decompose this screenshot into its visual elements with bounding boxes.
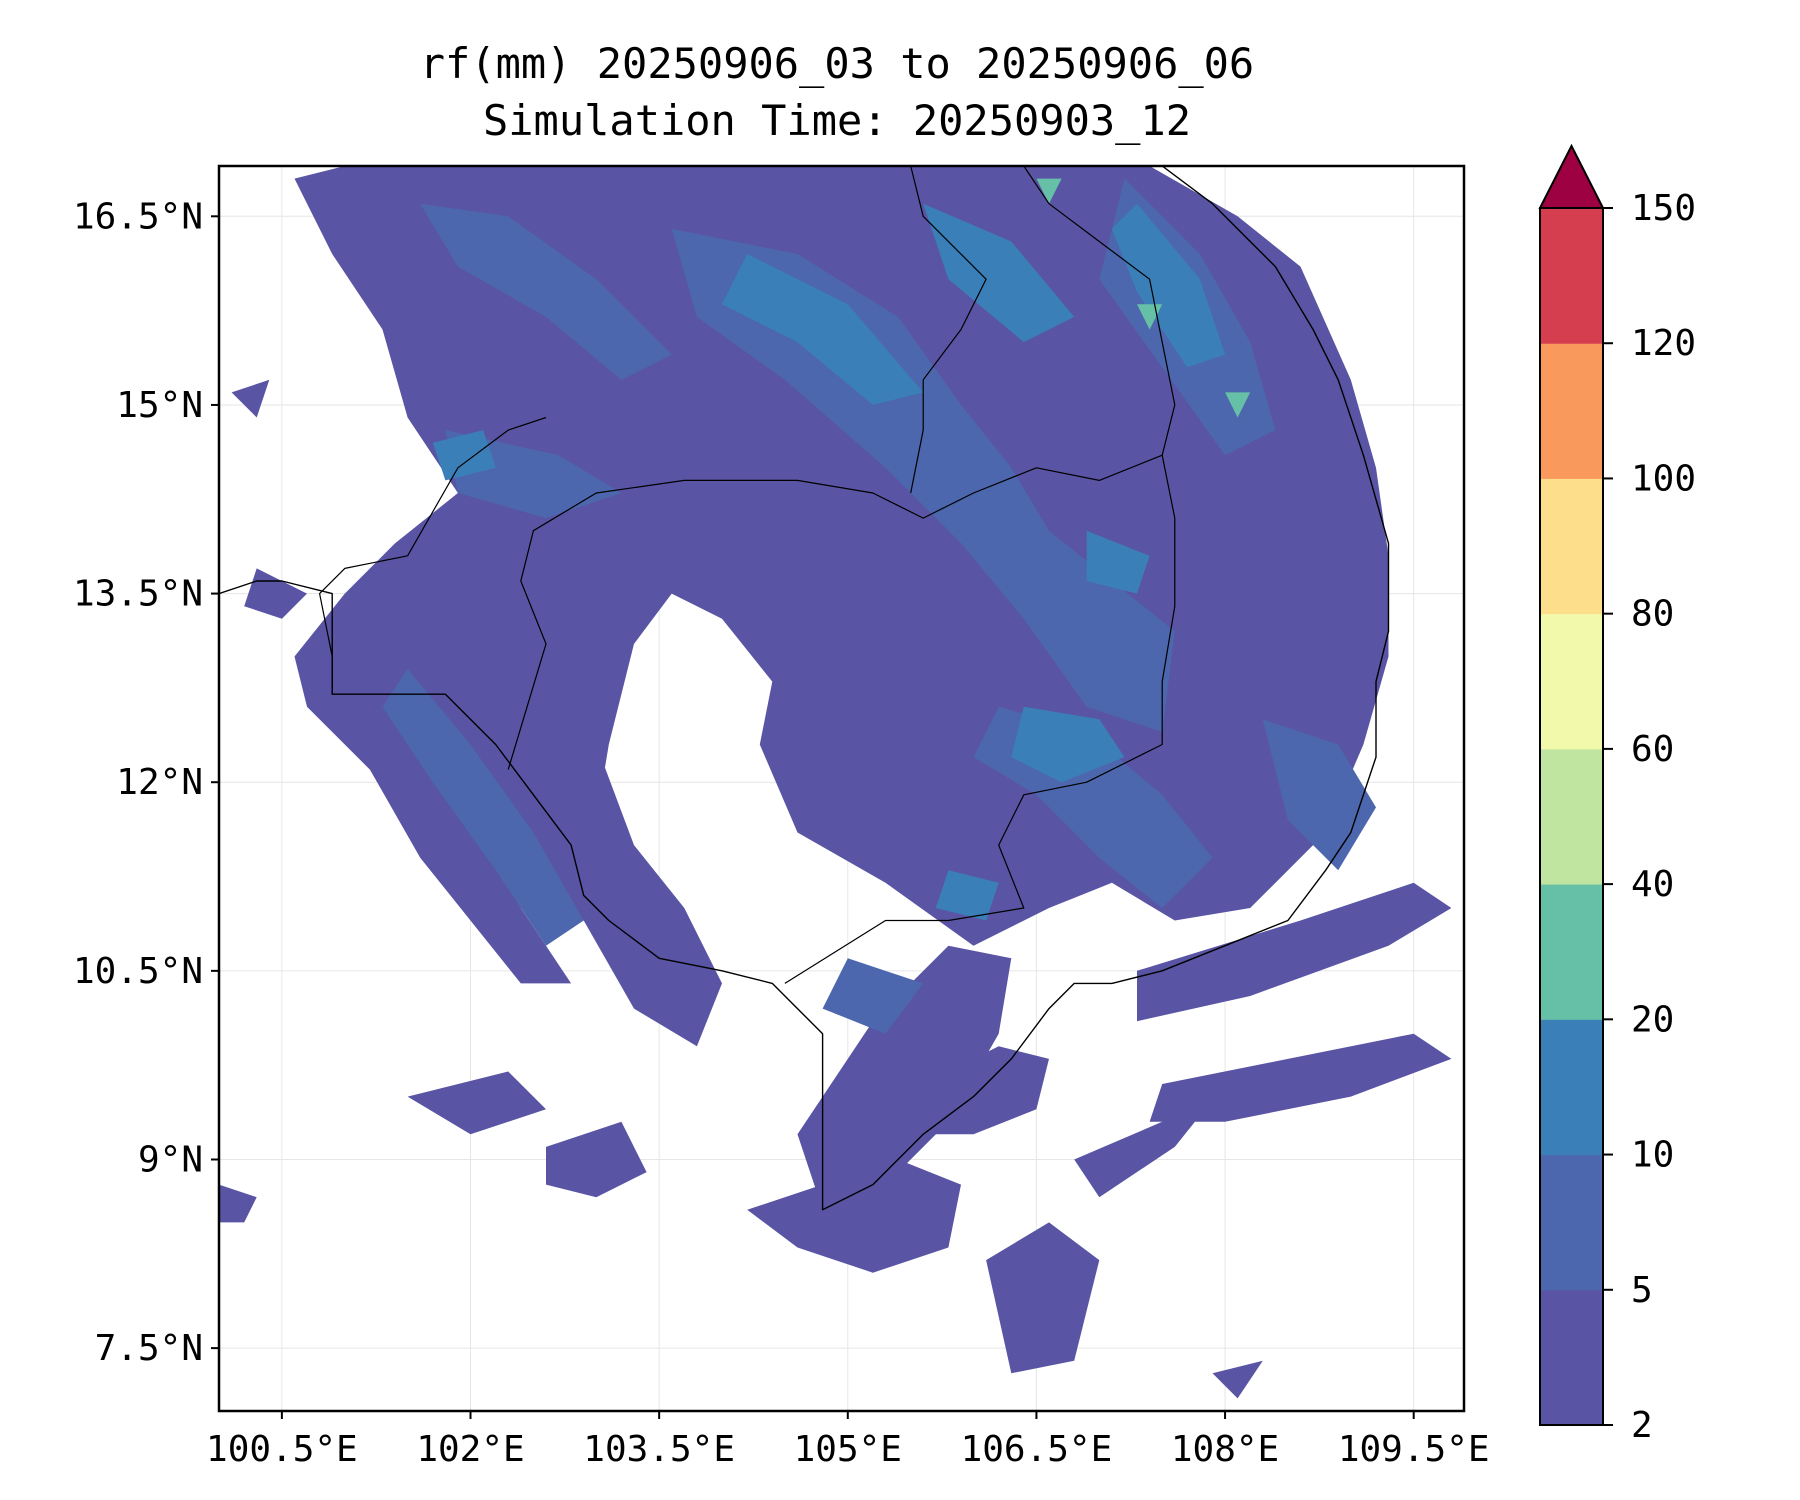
country-border bbox=[1023, 166, 1176, 456]
colorbar-frame bbox=[1539, 207, 1604, 1426]
lat-tick-label: 7.5°N bbox=[95, 1328, 203, 1369]
rainfall-contours bbox=[219, 166, 1452, 1399]
lat-tick-label: 16.5°N bbox=[73, 196, 203, 237]
rain-area-level-1 bbox=[546, 1121, 647, 1198]
colorbar-tick-label: 150 bbox=[1631, 188, 1696, 229]
colorbar-extend-arrow bbox=[1538, 143, 1605, 209]
lon-tick-label: 100.5°E bbox=[206, 1429, 358, 1470]
country-border bbox=[407, 416, 547, 557]
rain-area-level-2 bbox=[671, 228, 1175, 732]
map-frame bbox=[217, 164, 1466, 1413]
rain-area-level-2 bbox=[1262, 719, 1376, 871]
lon-tick-label: 105°E bbox=[794, 1429, 902, 1470]
lon-tick-label: 106.5°E bbox=[961, 1429, 1113, 1470]
country-border bbox=[319, 555, 408, 695]
colorbar-segment bbox=[1540, 748, 1603, 885]
colorbar-segment bbox=[1540, 478, 1603, 615]
colorbar-tick-label: 5 bbox=[1631, 1270, 1653, 1311]
rain-area-level-1 bbox=[231, 379, 270, 418]
rain-area-level-1 bbox=[747, 1159, 961, 1273]
longitude-ticks: 100.5°E 102°E 103.5°E 105°E 106.5°E 108°E 109.… bbox=[206, 1411, 1490, 1470]
colorbar-tick-label: 60 bbox=[1631, 729, 1674, 770]
rain-area-level-3 bbox=[1111, 203, 1226, 368]
colorbar-segment bbox=[1540, 1289, 1603, 1426]
rain-area-level-3 bbox=[722, 254, 924, 405]
colorbar-tick-label: 10 bbox=[1631, 1135, 1674, 1176]
colorbar: 2 5 10 20 40 60 80 100 120 150 bbox=[1538, 143, 1696, 1446]
country-border bbox=[507, 454, 1176, 984]
colorbar-segment bbox=[1540, 208, 1603, 344]
lat-tick-label: 15°N bbox=[116, 385, 203, 426]
colorbar-tick-label: 120 bbox=[1631, 323, 1696, 364]
lat-tick-label: 13.5°N bbox=[73, 574, 203, 615]
map-panel: 100.5°E 102°E 103.5°E 105°E 106.5°E 108°E 109.… bbox=[73, 164, 1490, 1470]
colorbar-segment bbox=[1540, 613, 1603, 750]
lat-tick-label: 10.5°N bbox=[73, 951, 203, 992]
rain-area-level-4 bbox=[1225, 392, 1251, 418]
lon-tick-label: 108°E bbox=[1171, 1429, 1279, 1470]
country-border bbox=[910, 166, 987, 494]
colorbar-tick-label: 80 bbox=[1631, 594, 1674, 635]
colorbar-tick-label: 100 bbox=[1631, 458, 1696, 499]
colorbar-tick-label: 2 bbox=[1631, 1405, 1653, 1446]
rain-area-level-3 bbox=[432, 430, 496, 481]
rain-area-level-1 bbox=[986, 1222, 1100, 1374]
title-line-2: Simulation Time: 20250903_12 bbox=[483, 96, 1191, 145]
colorbar-tick-label: 20 bbox=[1631, 999, 1674, 1040]
rain-area-level-2 bbox=[420, 203, 672, 380]
lat-tick-label: 9°N bbox=[138, 1139, 203, 1180]
rain-area-level-3 bbox=[1011, 706, 1125, 783]
rain-area-level-2 bbox=[382, 669, 584, 946]
rain-area-level-1 bbox=[722, 480, 974, 707]
lon-tick-label: 103.5°E bbox=[583, 1429, 735, 1470]
colorbar-segment bbox=[1540, 343, 1603, 479]
lat-tick-label: 12°N bbox=[116, 762, 203, 803]
rain-area-level-3 bbox=[935, 870, 999, 921]
rain-area-level-1 bbox=[1137, 882, 1452, 1022]
colorbar-segment bbox=[1540, 1019, 1603, 1156]
coastline bbox=[219, 166, 1390, 1211]
rain-area-level-1 bbox=[797, 945, 1012, 1210]
coastlines-and-borders bbox=[219, 166, 1390, 1211]
rain-area-level-4 bbox=[1036, 178, 1062, 204]
rain-area-level-3 bbox=[923, 203, 1075, 343]
lon-tick-label: 102°E bbox=[416, 1429, 524, 1470]
rain-area-level-1 bbox=[1149, 1033, 1452, 1122]
rain-area-level-1 bbox=[923, 1046, 1049, 1135]
rain-area-level-2 bbox=[822, 958, 924, 1034]
lon-tick-label: 109.5°E bbox=[1338, 1429, 1490, 1470]
rain-area-level-1 bbox=[407, 1071, 546, 1135]
title-line-1: rf(mm) 20250906_03 to 20250906_06 bbox=[420, 39, 1254, 88]
rain-area-level-3 bbox=[1086, 530, 1150, 594]
colorbar-tick-label: 40 bbox=[1631, 864, 1674, 905]
rain-area-level-1 bbox=[219, 1184, 257, 1223]
rain-area-level-1 bbox=[1074, 1084, 1226, 1198]
colorbar-segment bbox=[1540, 884, 1603, 1020]
rain-area-level-1 bbox=[1212, 1360, 1263, 1399]
rain-area-level-1 bbox=[395, 593, 722, 1047]
latitude-ticks: 16.5°N 15°N 13.5°N 12°N 10.5°N 9°N 7.5°N bbox=[73, 196, 219, 1369]
colorbar-segment bbox=[1540, 1154, 1603, 1291]
